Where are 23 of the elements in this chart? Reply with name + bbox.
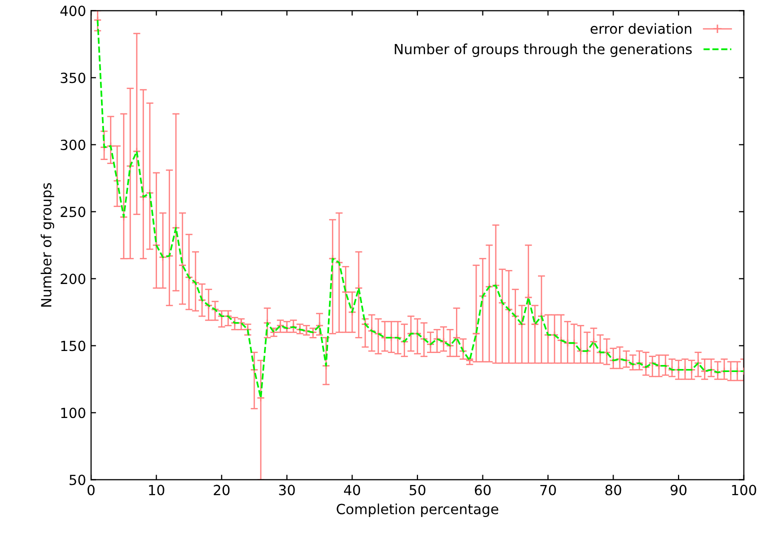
y-tick-label: 400 — [60, 6, 86, 16]
x-tick-label: 20 — [214, 484, 230, 496]
x-tick-label: 80 — [605, 484, 622, 496]
x-tick-label: 10 — [149, 484, 164, 496]
y-tick-label: 250 — [60, 206, 86, 218]
y-tick-label: 300 — [60, 140, 86, 150]
y-tick-label: 150 — [61, 340, 86, 352]
x-tick-label: 40 — [344, 484, 360, 496]
x-tick-label: 0 — [88, 484, 95, 496]
x-tick-label: 90 — [670, 484, 686, 496]
x-tick-label: 50 — [410, 484, 426, 496]
y-axis-title: Number of groups — [40, 183, 54, 307]
y-tick-label: 200 — [60, 274, 86, 284]
legend-label: error deviation — [590, 23, 692, 34]
y-tick-label: 50 — [70, 474, 86, 486]
y-tick-label: 350 — [60, 72, 86, 84]
x-tick-label: 60 — [474, 484, 491, 496]
legend-label: Number of groups through the generations — [394, 44, 692, 57]
x-axis-title: Completion percentage — [336, 504, 498, 517]
y-tick-label: 100 — [61, 408, 86, 418]
x-tick-label: 70 — [540, 484, 556, 496]
x-tick-label: 30 — [279, 484, 295, 496]
x-tick-label: 100 — [732, 484, 756, 496]
